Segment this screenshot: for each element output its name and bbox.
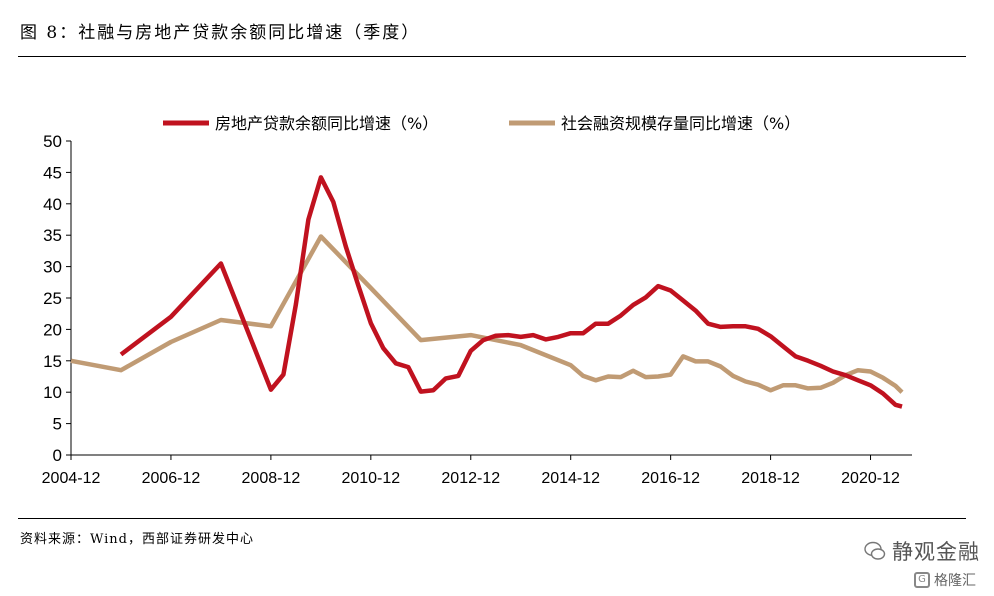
x-tick-label: 2020-12 — [841, 470, 900, 487]
x-tick-label: 2018-12 — [741, 470, 800, 487]
watermark-primary: 静观金融 — [864, 536, 980, 566]
top-rule — [18, 56, 966, 57]
x-axis: 2004-12 2006-12 2008-12 2010-12 2012-12 2014-… — [42, 454, 912, 487]
watermark-primary-text: 静观金融 — [892, 540, 980, 564]
line-chart: 0 5 10 15 20 25 30 35 40 45 50 2004-12 2006-12 2008-… — [42, 114, 912, 487]
y-tick-label: 30 — [43, 258, 62, 277]
x-tick-label: 2008-12 — [242, 470, 301, 487]
x-tick-label: 2010-12 — [341, 470, 400, 487]
figure-title: 图 8：社融与房地产贷款余额同比增速（季度） — [20, 23, 421, 43]
y-tick-label: 0 — [53, 446, 62, 465]
gelonghui-logo-icon: G — [914, 572, 930, 588]
y-tick-label: 25 — [43, 289, 62, 308]
source-note: 资料来源：Wind，西部证券研发中心 — [20, 532, 254, 547]
x-tick-label: 2014-12 — [541, 470, 600, 487]
y-tick-label: 35 — [43, 226, 62, 245]
series-line-1 — [119, 175, 903, 409]
y-tick-label: 5 — [53, 415, 62, 434]
wechat-icon — [864, 541, 886, 560]
x-tick-label: 2016-12 — [641, 470, 700, 487]
series-layer — [70, 175, 904, 409]
y-tick-label: 20 — [43, 320, 62, 339]
y-tick-label: 50 — [43, 132, 62, 151]
x-tick-label: 2004-12 — [42, 470, 101, 487]
y-tick-label: 40 — [43, 195, 62, 214]
series-line-2 — [70, 234, 904, 394]
legend-label-1: 房地产贷款余额同比增速（%） — [215, 114, 438, 133]
y-tick-label: 15 — [43, 352, 62, 371]
x-tick-label: 2012-12 — [441, 470, 500, 487]
bottom-rule — [18, 518, 966, 519]
legend-label-2: 社会融资规模存量同比增速（%） — [561, 114, 800, 133]
x-tick-label: 2006-12 — [142, 470, 201, 487]
watermark-secondary-text: 格隆汇 — [934, 573, 976, 589]
y-tick-label: 45 — [43, 163, 62, 182]
y-axis: 0 5 10 15 20 25 30 35 40 45 50 — [43, 132, 72, 465]
legend: 房地产贷款余额同比增速（%） 社会融资规模存量同比增速（%） — [163, 114, 800, 133]
y-tick-label: 10 — [43, 383, 62, 402]
watermark-secondary: G 格隆汇 — [914, 570, 976, 590]
